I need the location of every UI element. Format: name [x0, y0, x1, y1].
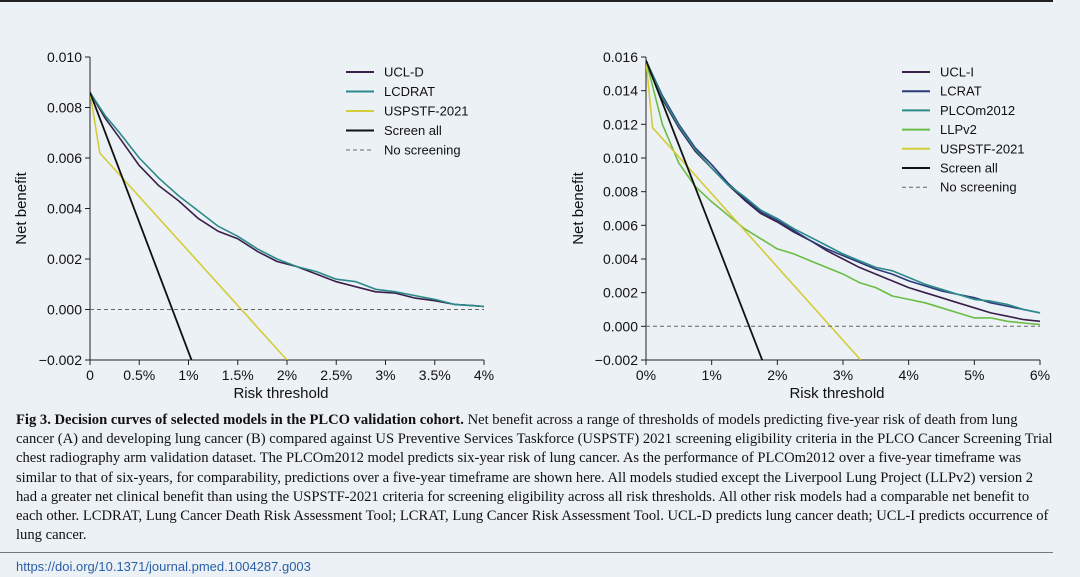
- legend-label: No screening: [940, 180, 1017, 195]
- x-tick-label: 5%: [964, 367, 984, 383]
- y-tick-label: 0.010: [47, 49, 82, 65]
- series-line-uspstf-2021: [90, 92, 288, 360]
- y-tick-label: 0.006: [47, 150, 82, 166]
- legend-label: No screening: [384, 143, 461, 158]
- x-axis-title: Risk threshold: [233, 385, 328, 400]
- figure-area: −0.002 0.000 0.002 0.004 0.006 0.008 0.010 0 0.5…: [13, 49, 1050, 400]
- caption-body: Net benefit across a range of thresholds…: [16, 412, 1053, 544]
- series-line-screen-all: [90, 92, 193, 360]
- legend-label: Screen all: [384, 123, 442, 138]
- y-tick-label: 0.008: [47, 100, 82, 116]
- series-line-llpv2: [646, 60, 1041, 326]
- legend-label: UCL-I: [940, 65, 974, 80]
- y-tick-label: −0.002: [595, 352, 638, 368]
- legend-label: LLPv2: [940, 122, 977, 137]
- y-axis-title: Net benefit: [570, 171, 587, 244]
- x-tick-label: 3%: [375, 367, 395, 383]
- y-tick-label: 0.006: [603, 217, 638, 233]
- legend-label: Screen all: [940, 161, 998, 176]
- y-tick-label: 0.012: [603, 116, 638, 132]
- legend-label: PLCOm2012: [940, 103, 1015, 118]
- y-tick-label: 0.008: [603, 184, 638, 200]
- chart-panel-b: −0.002 0.000 0.002 0.004 0.006 0.008 0.010 0.01…: [570, 49, 1050, 400]
- x-tick-label: 2%: [767, 367, 787, 383]
- y-tick-label: 0.000: [47, 302, 82, 318]
- legend-label: LCRAT: [940, 84, 982, 99]
- x-axis-title: Risk threshold: [789, 385, 884, 400]
- series-line-lcrat: [646, 60, 1041, 314]
- y-tick-label: 0.002: [603, 285, 638, 301]
- figure-caption: Fig 3. Decision curves of selected model…: [16, 411, 1056, 545]
- x-tick-label: 1%: [702, 367, 722, 383]
- y-tick-label: 0.004: [47, 201, 82, 217]
- chart-panel-a: −0.002 0.000 0.002 0.004 0.006 0.008 0.010 0 0.5…: [13, 49, 494, 400]
- y-tick-label: 0.004: [603, 251, 638, 267]
- x-tick-label: 4%: [474, 367, 494, 383]
- legend-label: USPSTF-2021: [384, 104, 469, 119]
- series-line-plcom2012: [646, 60, 1041, 314]
- y-tick-label: −0.002: [39, 352, 82, 368]
- y-axis-title: Net benefit: [13, 171, 30, 244]
- x-tick-label: 3.5%: [419, 367, 451, 383]
- series-line-ucl-d: [90, 91, 485, 308]
- y-tick-label: 0.002: [47, 251, 82, 267]
- x-tick-label: 4%: [899, 367, 919, 383]
- x-tick-label: 0: [86, 367, 94, 383]
- y-tick-label: 0.000: [603, 318, 638, 334]
- doi-link[interactable]: https://doi.org/10.1371/journal.pmed.100…: [16, 559, 311, 574]
- x-tick-label: 2%: [277, 367, 297, 383]
- top-rule: [0, 0, 1053, 2]
- decision-curves-figure: −0.002 0.000 0.002 0.004 0.006 0.008 0.010 0 0.5…: [13, 49, 1050, 400]
- x-tick-label: 1.5%: [222, 367, 254, 383]
- y-tick-label: 0.016: [603, 49, 638, 65]
- series-line-uspstf-2021: [646, 60, 862, 360]
- legend-label: LCDRAT: [384, 84, 435, 99]
- bottom-rule: [0, 552, 1053, 553]
- y-tick-label: 0.010: [603, 150, 638, 166]
- series-line-lcdrat: [90, 91, 485, 308]
- x-tick-label: 2.5%: [320, 367, 352, 383]
- caption-title: Fig 3. Decision curves of selected model…: [16, 412, 464, 428]
- series-line-screen-all: [646, 60, 764, 360]
- y-tick-label: 0.014: [603, 83, 638, 99]
- x-tick-label: 1%: [178, 367, 198, 383]
- x-tick-label: 3%: [833, 367, 853, 383]
- x-tick-label: 0%: [636, 367, 656, 383]
- legend-label: USPSTF-2021: [940, 141, 1025, 156]
- x-tick-label: 0.5%: [123, 367, 155, 383]
- x-tick-label: 6%: [1030, 367, 1050, 383]
- legend-label: UCL-D: [384, 65, 424, 80]
